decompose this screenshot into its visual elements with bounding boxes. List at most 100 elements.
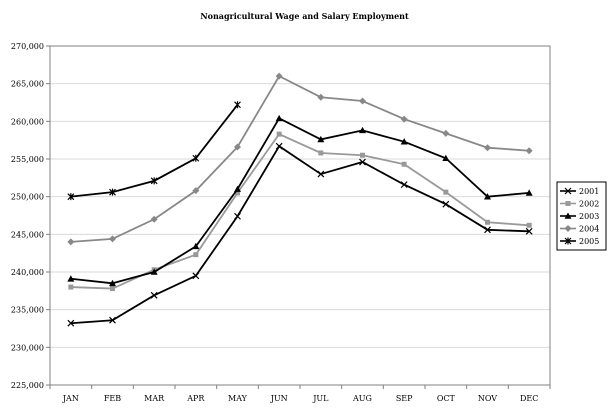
data-point — [150, 177, 158, 185]
legend-item: 2001 — [560, 187, 599, 196]
data-point — [67, 193, 75, 201]
data-point — [443, 189, 449, 195]
data-point — [317, 93, 325, 101]
y-axis: 225,000 230,000 235,000 240,000 245,000 250,0… — [11, 42, 50, 390]
series-2004 — [67, 72, 533, 246]
legend-marker — [565, 201, 571, 206]
series-line — [70, 117, 530, 285]
data-point — [68, 284, 74, 290]
x-axis: JAN FEB MAR APR MAY JUN JUL AUG SEP OCT NOV DEC — [49, 385, 551, 403]
data-point — [150, 268, 158, 275]
y-tick-label: 250,000 — [11, 193, 44, 202]
y-tick-label: 270,000 — [11, 42, 44, 51]
data-point — [442, 200, 450, 208]
data-point — [317, 170, 325, 178]
data-point — [359, 126, 366, 134]
legend-label: 2001 — [579, 187, 599, 196]
legend: 2001 2002 2003 2004 2005 — [556, 181, 607, 251]
data-point — [525, 189, 533, 196]
x-tick-label: OCT — [437, 394, 456, 403]
x-tick-label: FEB — [104, 394, 121, 403]
x-tick-label: AUG — [352, 394, 372, 403]
series-line — [70, 144, 530, 325]
series-2005 — [67, 101, 241, 201]
data-point — [234, 212, 241, 220]
series-2002 — [68, 131, 532, 292]
legend-label: 2004 — [579, 225, 599, 234]
x-tick-label: SEP — [396, 394, 413, 403]
data-point — [67, 275, 75, 282]
plot-area — [49, 45, 551, 386]
data-point — [234, 101, 241, 109]
data-point — [67, 319, 75, 327]
data-point — [109, 279, 116, 287]
data-point — [442, 154, 450, 162]
x-tick-label: APR — [186, 394, 205, 403]
data-point — [442, 129, 450, 137]
y-tick-label: 255,000 — [11, 155, 44, 164]
series-line — [70, 133, 530, 290]
data-point — [234, 143, 241, 151]
y-tick-label: 265,000 — [11, 80, 44, 89]
series-2003 — [67, 114, 533, 287]
data-point — [109, 188, 116, 196]
legend-marker — [564, 212, 572, 219]
data-point — [110, 286, 115, 292]
data-point — [526, 222, 532, 228]
legend-marker — [564, 237, 572, 245]
data-point — [485, 219, 490, 225]
data-point — [67, 238, 75, 246]
legend-label: 2003 — [579, 212, 599, 221]
y-tick-label: 260,000 — [11, 117, 44, 126]
data-point — [484, 226, 491, 234]
data-point — [109, 235, 116, 243]
data-point — [484, 193, 491, 200]
chart-title: Nonagricultural Wage and Salary Employme… — [200, 11, 409, 21]
data-point — [235, 190, 240, 196]
legend-item: 2005 — [560, 237, 599, 246]
data-point — [275, 142, 283, 150]
series-group — [67, 72, 533, 327]
legend-item: 2003 — [560, 212, 599, 221]
legend-label: 2002 — [579, 200, 599, 209]
y-tick-label: 225,000 — [11, 381, 44, 390]
data-point — [401, 161, 407, 167]
x-tick-label: JUN — [270, 394, 288, 403]
data-point — [150, 291, 158, 299]
data-point — [525, 147, 533, 155]
legend-marker — [564, 187, 572, 195]
legend-marker — [564, 225, 572, 232]
x-tick-label: JAN — [62, 394, 79, 403]
x-tick-label: MAY — [228, 394, 248, 403]
data-point — [192, 272, 200, 280]
data-point — [525, 227, 533, 235]
data-point — [109, 316, 116, 324]
x-tick-label: NOV — [478, 394, 497, 403]
data-point — [275, 72, 283, 80]
x-tick-label: DEC — [520, 394, 538, 403]
data-point — [317, 135, 325, 143]
y-tick-label: 235,000 — [11, 306, 44, 315]
gridlines — [50, 83, 550, 348]
data-point — [192, 187, 200, 195]
data-point — [150, 215, 158, 223]
legend-label: 2005 — [579, 237, 599, 246]
data-point — [484, 144, 491, 152]
data-point — [318, 150, 324, 156]
data-point — [360, 152, 365, 158]
legend-item: 2002 — [560, 200, 599, 209]
data-point — [192, 242, 200, 250]
data-point — [193, 252, 199, 258]
data-point — [275, 114, 283, 122]
x-tick-label: MAR — [144, 394, 165, 403]
y-tick-label: 230,000 — [11, 343, 44, 352]
data-point — [192, 154, 200, 162]
y-tick-label: 240,000 — [11, 268, 44, 277]
data-point — [400, 181, 408, 189]
data-point — [234, 185, 241, 192]
data-point — [276, 131, 282, 137]
series-2001 — [67, 142, 533, 327]
x-tick-label: JUL — [312, 394, 329, 403]
data-point — [359, 158, 366, 166]
